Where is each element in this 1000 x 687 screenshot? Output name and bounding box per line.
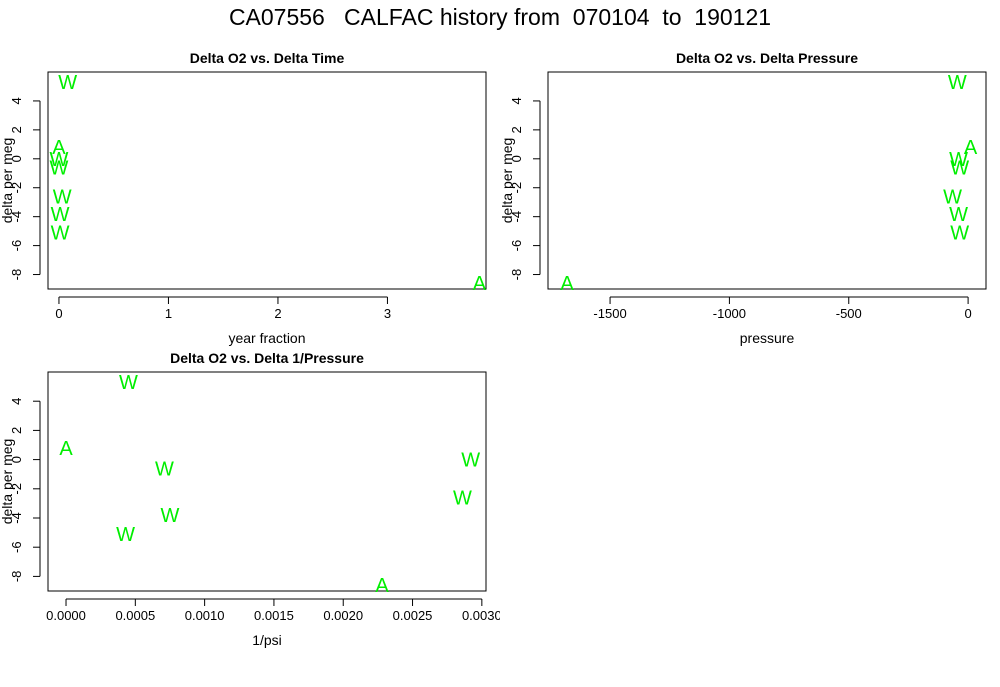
data-point-w: W	[943, 186, 962, 208]
y-tick-label: -8	[9, 571, 24, 583]
chart-delta-time: Delta O2 vs. Delta Time 0 1 2 3 year fraction…	[0, 50, 487, 346]
data-point-w: W	[161, 505, 180, 527]
y-tick-label: 0	[9, 456, 24, 463]
y-tick-label: -6	[509, 240, 524, 252]
y-axis-label: delta per meg	[500, 138, 515, 224]
y-axis-label: delta per meg	[0, 138, 15, 224]
x-tick-label: 1	[165, 306, 172, 321]
data-point-w: W	[949, 204, 968, 226]
y-tick-label: -4	[9, 512, 24, 524]
chart-delta-inverse-pressure: Delta O2 vs. Delta 1/Pressure 0.0000 0.000…	[0, 350, 500, 648]
data-point-w: W	[155, 458, 174, 480]
data-point-w: W	[116, 524, 135, 546]
y-tick-label: -4	[509, 211, 524, 223]
data-point-a: A	[964, 137, 978, 159]
page-title: CA07556 CALFAC history from 070104 to 19…	[228, 4, 772, 30]
y-tick-label: 2	[509, 126, 524, 133]
data-point-a: A	[473, 273, 487, 295]
x-tick-label: -1500	[593, 306, 626, 321]
data-point-w: W	[461, 450, 480, 472]
y-tick-label: -8	[9, 269, 24, 281]
x-tick-label: 0	[55, 306, 62, 321]
data-point-w: W	[948, 72, 967, 94]
y-tick-label: -6	[9, 541, 24, 553]
data-point-a: A	[59, 438, 73, 460]
y-tick-label: 2	[9, 126, 24, 133]
y-axis-label: delta per meg	[0, 439, 15, 525]
chart-title: Delta O2 vs. Delta Pressure	[676, 50, 858, 66]
data-point-w: W	[58, 72, 77, 94]
plot-frame	[47, 71, 487, 290]
chart-title: Delta O2 vs. Delta Time	[190, 50, 345, 66]
y-tick-label: 4	[509, 97, 524, 104]
y-tick-label: -2	[9, 483, 24, 495]
x-tick-label: 0.0025	[393, 608, 433, 623]
x-tick-label: 0.0020	[323, 608, 363, 623]
x-axis-label: pressure	[740, 330, 795, 346]
data-point-a: A	[560, 273, 574, 295]
y-tick-label: -2	[509, 182, 524, 194]
y-tick-label: 4	[9, 398, 24, 405]
x-tick-label: 0.0010	[185, 608, 225, 623]
x-tick-label: 0.0000	[46, 608, 86, 623]
chart-title: Delta O2 vs. Delta 1/Pressure	[170, 350, 364, 366]
x-tick-label: 0.0015	[254, 608, 294, 623]
data-point-w: W	[51, 223, 70, 245]
chart-delta-pressure: Delta O2 vs. Delta Pressure -1500 -1000 -50…	[500, 50, 987, 346]
x-tick-label: 2	[274, 306, 281, 321]
data-point-w: W	[453, 488, 472, 510]
x-tick-label: -500	[836, 306, 862, 321]
y-tick-label: -4	[9, 211, 24, 223]
x-tick-label: 3	[384, 306, 391, 321]
data-point-a: A	[52, 137, 66, 159]
y-tick-label: 0	[9, 155, 24, 162]
data-point-a: A	[375, 575, 389, 597]
data-point-w: W	[950, 157, 969, 179]
y-tick-label: -6	[9, 240, 24, 252]
data-point-w: W	[53, 186, 72, 208]
y-tick-label: 4	[9, 97, 24, 104]
plot-frame	[547, 71, 987, 290]
y-tick-label: 2	[9, 427, 24, 434]
y-tick-label: -8	[509, 269, 524, 281]
x-axis-label: 1/psi	[252, 632, 282, 648]
data-point-w: W	[50, 149, 69, 171]
y-tick-label: -2	[9, 182, 24, 194]
data-point-w: W	[950, 223, 969, 245]
data-point-w: W	[949, 149, 968, 171]
x-tick-label: 0	[964, 306, 971, 321]
data-point-w: W	[119, 372, 138, 394]
y-tick-label: 0	[509, 155, 524, 162]
data-point-w: W	[51, 204, 70, 226]
plot-frame	[47, 371, 487, 592]
x-tick-label: -1000	[713, 306, 746, 321]
x-tick-label: 0.0005	[115, 608, 155, 623]
data-point-w: W	[50, 157, 69, 179]
x-tick-label: 0.0030	[462, 608, 500, 623]
x-axis-label: year fraction	[228, 330, 305, 346]
